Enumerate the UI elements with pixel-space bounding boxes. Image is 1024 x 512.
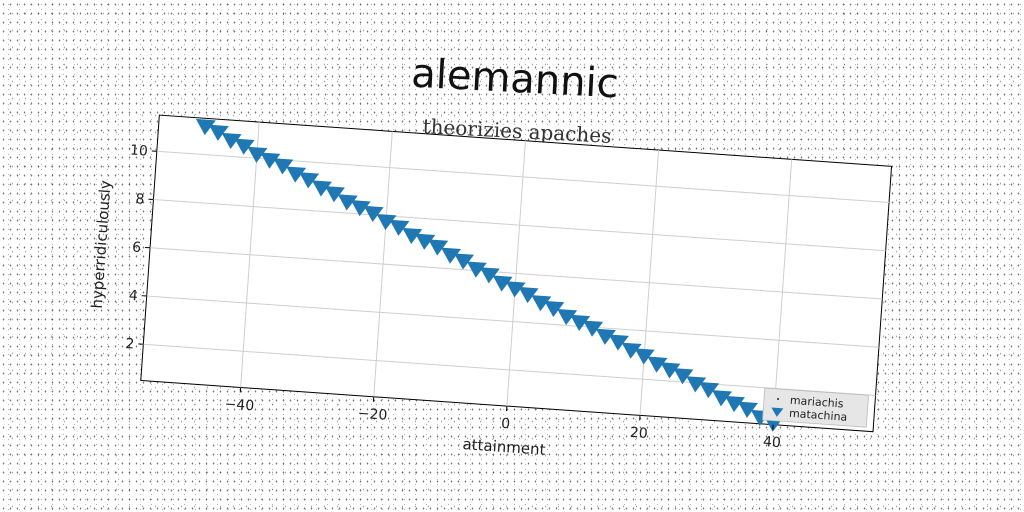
data-point (311, 180, 332, 197)
legend-label-matachina: matachina (789, 407, 848, 424)
y-tick-label: 6 (132, 240, 142, 257)
legend-marker-mariachis (777, 397, 780, 400)
data-point (621, 342, 642, 359)
legend: mariachis matachina (762, 387, 869, 428)
x-tick-label: −40 (224, 396, 255, 414)
data-point (441, 247, 462, 264)
data-point (208, 124, 229, 141)
data-point (699, 381, 720, 399)
data-point (673, 368, 694, 385)
y-tick-label: 8 (135, 191, 145, 208)
x-tick-label: 0 (501, 416, 511, 433)
data-point (324, 186, 345, 203)
data-point (557, 309, 578, 326)
data-point (221, 132, 242, 150)
plot-group: −40 −20 0 20 40 2 4 6 8 10 attainment hyperridicu… (88, 114, 893, 459)
data-point (583, 320, 604, 337)
data-point (247, 146, 268, 163)
data-point (712, 390, 732, 407)
data-point (595, 328, 616, 345)
y-gridline (143, 343, 876, 396)
data-point (299, 172, 320, 189)
chart-title: alemannic (410, 51, 620, 108)
data-point (363, 205, 384, 222)
x-axis-label: attainment (462, 435, 546, 459)
data-point (518, 286, 539, 304)
data-point (634, 348, 655, 365)
legend-box (762, 387, 869, 428)
y-gridline (150, 247, 883, 300)
data-point (725, 395, 745, 413)
data-point (428, 239, 449, 256)
x-tick-label: 20 (629, 425, 648, 442)
data-point (260, 152, 281, 169)
data-point (466, 261, 487, 278)
data-point (415, 233, 436, 250)
data-point (505, 281, 526, 298)
legend-label-mariachis: mariachis (790, 394, 845, 411)
data-point (647, 356, 668, 373)
data-point (389, 219, 410, 236)
y-tick-label: 2 (125, 336, 135, 353)
data-marks (195, 118, 784, 432)
data-point (350, 200, 371, 217)
data-point (660, 362, 681, 379)
legend-marker-matachina (771, 407, 784, 417)
y-gridline (146, 295, 879, 348)
data-point (234, 138, 255, 155)
data-point (686, 376, 707, 393)
x-tick-label: 40 (762, 434, 781, 451)
data-point (195, 118, 216, 136)
data-point (337, 194, 358, 211)
y-gridline (153, 199, 886, 252)
y-tick-label: 10 (129, 142, 148, 159)
axis-ticks: −40 −20 0 20 40 2 4 6 8 10 (125, 142, 782, 451)
y-axis-label: hyperridiculously (88, 180, 115, 310)
data-point (454, 253, 474, 270)
data-point (376, 213, 397, 231)
x-tick-label: −20 (357, 406, 388, 424)
data-point (737, 401, 758, 418)
data-point (608, 334, 629, 351)
data-point (531, 295, 552, 312)
y-tick-label: 4 (128, 288, 138, 305)
data-point (492, 275, 513, 292)
data-point (544, 300, 565, 318)
data-point (402, 227, 423, 245)
data-point (273, 158, 294, 175)
grid (143, 122, 890, 425)
data-point (570, 314, 591, 331)
data-point (286, 166, 307, 183)
data-point (479, 267, 500, 284)
